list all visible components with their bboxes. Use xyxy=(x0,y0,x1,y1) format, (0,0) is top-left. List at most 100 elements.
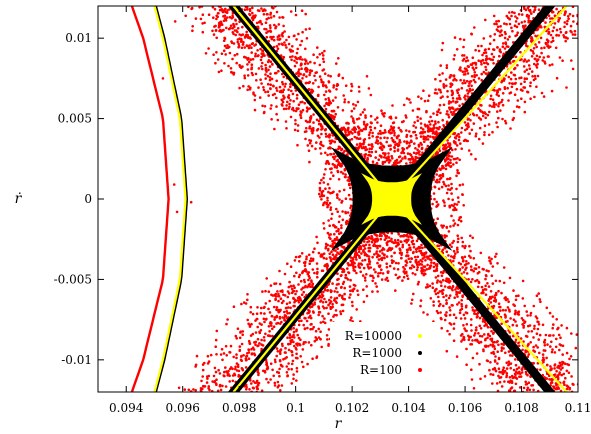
data-point xyxy=(478,126,482,130)
data-point xyxy=(535,85,538,88)
data-point xyxy=(348,296,351,299)
data-point xyxy=(471,306,474,309)
data-point xyxy=(448,294,452,297)
data-point xyxy=(477,266,481,269)
data-point xyxy=(361,111,365,114)
data-point xyxy=(264,9,267,12)
data-point xyxy=(459,66,462,69)
data-point xyxy=(281,72,284,76)
data-point xyxy=(543,25,547,29)
data-point xyxy=(319,321,323,324)
data-point xyxy=(319,123,323,127)
data-point xyxy=(277,292,280,296)
data-point xyxy=(499,50,503,54)
data-point xyxy=(307,81,311,85)
data-point xyxy=(499,30,502,34)
data-point xyxy=(376,246,379,250)
data-point xyxy=(479,327,483,330)
data-point xyxy=(416,119,420,122)
data-point xyxy=(551,39,555,42)
data-point xyxy=(260,347,263,351)
data-point xyxy=(456,246,459,250)
data-point xyxy=(226,318,229,321)
data-point xyxy=(477,137,481,141)
data-point xyxy=(485,61,488,65)
data-point xyxy=(515,367,519,371)
data-point xyxy=(509,317,512,320)
data-point xyxy=(470,75,474,78)
data-point xyxy=(257,67,261,70)
data-point xyxy=(445,299,448,302)
data-point xyxy=(330,250,333,254)
data-point xyxy=(497,29,500,33)
data-point xyxy=(543,60,546,63)
data-point xyxy=(476,315,479,318)
data-point xyxy=(354,104,358,107)
data-point xyxy=(536,320,539,324)
data-point xyxy=(296,47,300,51)
data-point xyxy=(288,336,292,340)
data-point xyxy=(286,312,289,315)
data-point xyxy=(436,110,440,114)
data-point xyxy=(300,252,304,255)
data-point xyxy=(439,79,442,83)
data-point xyxy=(272,38,276,42)
data-point xyxy=(285,38,288,42)
data-point xyxy=(353,135,357,139)
data-point xyxy=(222,39,226,42)
data-point xyxy=(217,21,221,25)
data-point xyxy=(524,349,527,352)
data-point xyxy=(523,20,526,23)
data-point xyxy=(516,372,520,375)
data-point xyxy=(513,312,517,316)
data-point xyxy=(516,64,519,67)
data-point xyxy=(463,327,466,330)
data-point xyxy=(270,324,273,327)
data-point xyxy=(294,89,298,92)
data-point xyxy=(286,374,289,378)
data-point xyxy=(335,62,338,65)
data-point xyxy=(481,288,485,292)
data-point xyxy=(436,274,440,278)
data-point xyxy=(284,82,287,86)
data-point xyxy=(483,131,486,134)
data-point xyxy=(309,257,313,260)
data-point xyxy=(409,161,412,164)
data-point xyxy=(497,289,500,293)
data-point xyxy=(275,112,278,116)
data-point xyxy=(308,310,311,314)
data-point xyxy=(315,262,319,265)
data-point xyxy=(559,389,563,392)
data-point xyxy=(488,104,492,107)
data-point xyxy=(471,88,475,92)
data-point xyxy=(275,347,279,350)
data-point xyxy=(510,14,513,18)
data-point xyxy=(211,6,215,9)
data-point xyxy=(517,13,521,16)
data-point xyxy=(553,386,556,390)
data-point xyxy=(319,142,322,145)
data-point xyxy=(177,386,181,390)
data-point xyxy=(519,50,522,54)
data-point xyxy=(420,252,423,255)
data-point xyxy=(269,35,272,39)
data-point xyxy=(459,37,462,41)
data-point xyxy=(452,339,456,343)
data-point xyxy=(514,382,518,386)
data-point xyxy=(477,59,481,62)
data-point xyxy=(216,389,220,392)
data-point xyxy=(448,100,451,103)
data-point xyxy=(329,300,333,303)
data-point xyxy=(530,70,534,73)
data-point xyxy=(395,158,399,162)
data-point xyxy=(486,325,490,329)
data-point xyxy=(359,128,363,132)
data-point xyxy=(320,128,323,131)
data-point xyxy=(236,30,239,34)
data-point xyxy=(341,270,345,273)
data-point xyxy=(492,101,496,105)
data-point xyxy=(484,68,488,72)
data-point xyxy=(308,160,311,164)
data-point xyxy=(279,348,283,351)
data-point xyxy=(521,24,525,28)
